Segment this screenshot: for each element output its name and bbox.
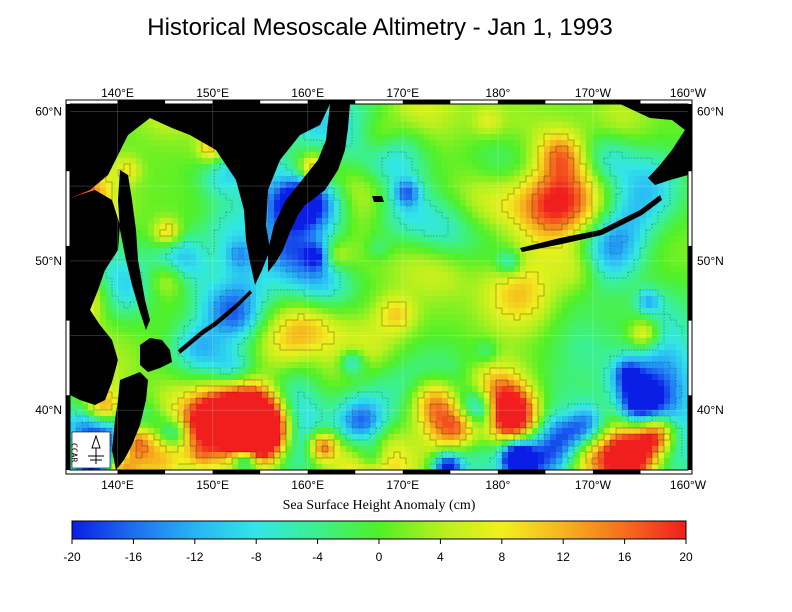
land	[70, 104, 688, 470]
lat-right-0: 60°N	[697, 104, 724, 118]
lon-top-2: 160°E	[291, 86, 324, 100]
lon-bottom-6: 160°W	[670, 478, 707, 492]
land-asia-mainland	[70, 190, 120, 405]
land-hokkaido	[140, 338, 172, 372]
frame-bands	[66, 100, 692, 474]
lon-top-1: 150°E	[196, 86, 229, 100]
colorbar-tick-label-2: -12	[186, 550, 204, 564]
lat-labels-right: 60°N 50°N 40°N	[697, 104, 724, 417]
land-kuril	[178, 290, 252, 354]
colorbar-tick-label-4: -4	[312, 550, 323, 564]
map-frame-inner	[69, 103, 689, 471]
map-area	[70, 104, 688, 470]
colorbar-title: Sea Surface Height Anomaly (cm)	[283, 498, 476, 513]
map-title: Historical Mesoscale Altimetry - Jan 1, …	[147, 14, 613, 41]
lat-left-2: 40°N	[35, 403, 62, 417]
colorbar-tick-label-6: 4	[437, 550, 444, 564]
colorbar-tick-label-8: 12	[557, 550, 571, 564]
ccar-logo-text: CCAR	[70, 443, 79, 462]
lon-bottom-1: 150°E	[196, 478, 229, 492]
lon-labels-bottom: 140°E 150°E 160°E 170°E 180° 170°W 160°W	[101, 478, 707, 492]
lat-left-1: 50°N	[35, 254, 62, 268]
colorbar-tick-label-3: -8	[251, 550, 262, 564]
lat-labels-left: 60°N 50°N 40°N	[35, 104, 62, 417]
land-alaska	[620, 104, 688, 185]
land-kamchatka	[268, 104, 350, 272]
colorbar-tick-label-10: 20	[679, 550, 693, 564]
lon-bottom-5: 170°W	[575, 478, 612, 492]
lat-right-2: 40°N	[697, 403, 724, 417]
lon-top-0: 140°E	[101, 86, 134, 100]
land-siberia	[70, 104, 330, 285]
lon-top-3: 170°E	[386, 86, 419, 100]
colorbar-tick-label-0: -20	[63, 550, 81, 564]
colorbar-tick-label-9: 16	[618, 550, 632, 564]
colorbar-tick-label-1: -16	[125, 550, 143, 564]
lon-top-5: 170°W	[575, 86, 612, 100]
land-commander	[372, 196, 384, 202]
lon-bottom-2: 160°E	[291, 478, 324, 492]
land-sakhalin	[118, 170, 150, 330]
lon-bottom-0: 140°E	[101, 478, 134, 492]
lon-bottom-3: 170°E	[386, 478, 419, 492]
lon-bottom-4: 180°	[485, 478, 510, 492]
lon-top-4: 180°	[485, 86, 510, 100]
colorbar-ticks: -20 -16 -12 -8 -4 0 4 8 12 16 20	[63, 539, 693, 564]
land-honshu	[112, 372, 148, 470]
graticule	[70, 104, 688, 470]
colorbar-tick-label-5: 0	[376, 550, 383, 564]
lat-left-0: 60°N	[35, 104, 62, 118]
ssh-anomaly-field	[70, 104, 688, 470]
lon-labels-top: 140°E 150°E 160°E 170°E 180° 170°W 160°W	[101, 86, 707, 100]
lat-right-1: 50°N	[697, 254, 724, 268]
land-aleutians	[520, 195, 662, 252]
colorbar-tick-label-7: 8	[498, 550, 505, 564]
ccar-logo: CCAR	[70, 431, 111, 469]
colorbar	[71, 520, 687, 540]
lon-top-6: 160°W	[670, 86, 707, 100]
